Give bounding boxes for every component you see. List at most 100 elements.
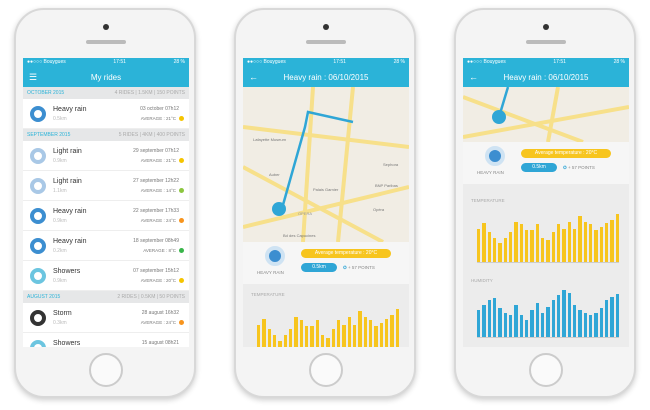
humidity-bar [567,292,571,337]
weather-icon [30,148,46,164]
humidity-bar [599,307,603,337]
ride-list-item[interactable]: Light rain 1.1km 27 september 12h22 AVERAGE… [23,171,189,201]
ride-average: AVERAGE : 20°C [140,278,176,283]
temperature-bar [519,224,523,262]
temperature-bar [599,226,603,262]
humidity-bar [594,312,598,337]
temperature-label: TEMPERATURE [251,292,285,297]
temperature-bar [546,240,550,262]
speaker [86,40,126,44]
temperature-bar [482,223,486,262]
ride-list-item[interactable]: Light rain 0.9km 29 september 07h12 AVERAGE… [23,141,189,171]
ride-date: 18 september 08h49 [133,238,179,244]
ride-distance: 1.1km [53,188,67,194]
temperature-bar [363,317,367,347]
status-bar: ●●○○○ Bouygues 17:51 28 % [23,58,189,67]
medal-icon: ✪ [563,165,567,170]
temperature-bar [288,329,293,347]
points-value: + 57 POINTS [348,265,375,270]
weather-icon [30,238,46,254]
umbrella-pin-icon [272,202,286,216]
phone-ride-charts: ●●○○○ Bouygues 17:51 28 % ← Heavy rain : 06… [454,8,636,398]
humidity-bar [503,312,507,337]
ride-list-item[interactable]: Heavy rain 0.9km 22 september 17h33 AVERAGE… [23,201,189,231]
map-label: Bd des Capucines [283,233,316,238]
heavy-rain-icon [485,146,505,166]
ride-name: Showers [53,340,81,347]
time: 17:51 [113,59,126,65]
ride-list-item[interactable]: Storm 0.3km 28 august 16h32 AVERAGE : 24°C [23,303,189,333]
weather-icon [30,178,46,194]
map[interactable]: Lafayette Museum Auber Palais Garnier Op… [243,87,409,242]
average-temperature-badge: Average temperature : 20°C [521,149,611,158]
temperature-bar [257,324,261,347]
temperature-bar [615,214,619,262]
ride-date: 03 october 07h12 [140,106,179,112]
back-arrow-icon[interactable]: ← [249,72,258,82]
ride-date: 27 september 12h22 [133,178,179,184]
map[interactable] [463,87,629,142]
month-summary: 5 RIDES | 4KM | 400 POINTS [118,132,185,138]
ride-list-item[interactable]: Heavy rain 0.2km 18 september 08h49 AVERAGE… [23,231,189,261]
ride-list-item[interactable]: Heavy rain 0.5km 03 october 07h12 AVERAGE :… [23,99,189,129]
ride-average: AVERAGE : 14°C [140,188,176,193]
temperature-bar [535,224,539,262]
temperature-bar [326,338,330,347]
temperature-bar [530,229,534,262]
heavy-rain-icon [265,246,285,266]
status-bar: ●●○○○ Bouygues 17:51 28 % [243,58,409,67]
battery: 28 % [173,59,185,65]
camera [543,24,549,30]
ride-date: 22 september 17h33 [133,208,179,214]
points-label: ✪ + 57 POINTS [563,165,595,171]
ride-list-item[interactable]: Showers 15 august 08h21 [23,333,189,347]
phone-rides-list: ●●○○○ Bouygues 17:51 28 % ☰ My rides OCTOBE… [14,8,196,398]
temperature-bar [294,317,298,347]
page-title: Heavy rain : 06/10/2015 [503,72,589,82]
map-roads [243,87,409,242]
ride-average: AVERAGE : 24°C [140,218,176,223]
back-arrow-icon[interactable]: ← [469,72,478,82]
humidity-bar [498,307,502,337]
map-label: Sephora [383,162,399,167]
humidity-bar [535,302,539,337]
page-title: Heavy rain : 06/10/2015 [283,72,369,82]
ride-name: Heavy rain [53,208,87,215]
menu-icon[interactable]: ☰ [29,71,38,82]
map-roads [463,87,629,142]
temperature-bar [540,237,545,262]
charts-panel: TEMPERATURE [243,284,409,347]
screen: ●●○○○ Bouygues 17:51 28 % ← Heavy rain : 06… [463,58,629,347]
temperature-bar [379,323,383,347]
temperature-dot [179,278,184,283]
temperature-bar [368,320,373,347]
month-section-header: SEPTEMBER 2015 5 RIDES | 4KM | 400 POINTS [23,129,189,141]
points-label: ✪ + 57 POINTS [343,265,375,271]
ride-date: 07 september 15h12 [133,268,179,274]
average-temperature-badge: Average temperature : 20°C [301,249,391,258]
temperature-dot [179,320,184,325]
phone-ride-map: ●●○○○ Bouygues 17:51 28 % ← Heavy rain : 06… [234,8,416,398]
home-button[interactable] [529,353,563,387]
ride-name: Heavy rain [53,106,87,113]
ride-distance: 0.5km [53,116,67,122]
map-label: BNP Paribas [375,183,398,188]
humidity-bar [546,306,550,337]
battery: 28 % [613,59,625,65]
ride-average: AVERAGE : 21°C [140,116,176,121]
temperature-label: TEMPERATURE [471,198,505,203]
temperature-bar [384,318,389,347]
temperature-bar [262,318,266,347]
home-button[interactable] [89,353,123,387]
ride-date: 29 september 07h12 [133,148,179,154]
weather-label: HEAVY RAIN [257,270,284,275]
humidity-bar [492,297,497,337]
home-button[interactable] [309,353,343,387]
time: 17:51 [333,59,346,65]
ride-list-item[interactable]: Showers 0.9km 07 september 15h12 AVERAGE : … [23,261,189,291]
temperature-bar [347,317,351,347]
humidity-bar [556,295,561,337]
time: 17:51 [553,59,566,65]
ride-average: AVERAGE : 8°C [143,248,176,253]
temperature-dot [179,188,184,193]
